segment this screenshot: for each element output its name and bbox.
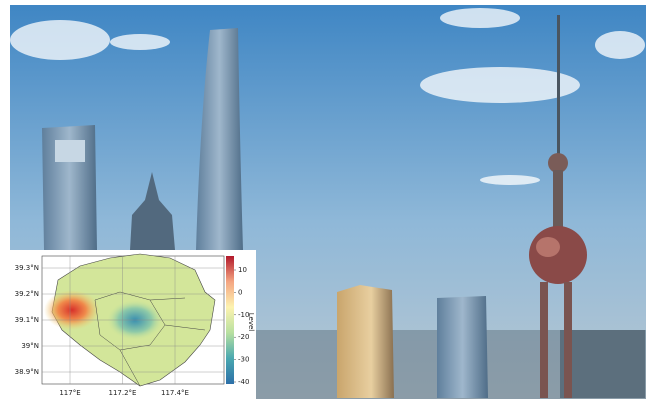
building — [130, 172, 175, 250]
colorbar-tick-label: -40 — [238, 378, 249, 386]
clouds — [10, 8, 645, 185]
colorbar-tick-label: 10 — [238, 266, 247, 274]
colorbar-tick-label: -30 — [238, 356, 249, 364]
lat-label: 38.9°N — [15, 368, 39, 376]
lon-label: 117.4°E — [161, 389, 189, 397]
building-window — [55, 140, 85, 162]
building — [560, 330, 645, 398]
building — [196, 28, 243, 250]
inset-map: Level — [0, 250, 256, 402]
lat-label: 39.1°N — [15, 316, 39, 324]
building — [437, 296, 488, 398]
hotspot — [44, 290, 100, 330]
lat-label: 39.3°N — [15, 264, 39, 272]
colorbar-label: Level — [247, 313, 255, 332]
lon-label: 117°E — [59, 389, 80, 397]
colorbar-tick-label: -10 — [238, 311, 249, 319]
district-borders — [94, 291, 206, 387]
colorbar-tick-label: -20 — [238, 333, 249, 341]
colorbar — [226, 256, 234, 384]
tower — [529, 15, 587, 398]
lat-label: 39°N — [21, 342, 39, 350]
lon-label: 117.2°E — [109, 389, 137, 397]
colorbar-tick-label: 0 — [238, 288, 242, 296]
building — [337, 285, 394, 398]
graticule — [42, 256, 224, 384]
lat-label: 39.2°N — [15, 290, 39, 298]
